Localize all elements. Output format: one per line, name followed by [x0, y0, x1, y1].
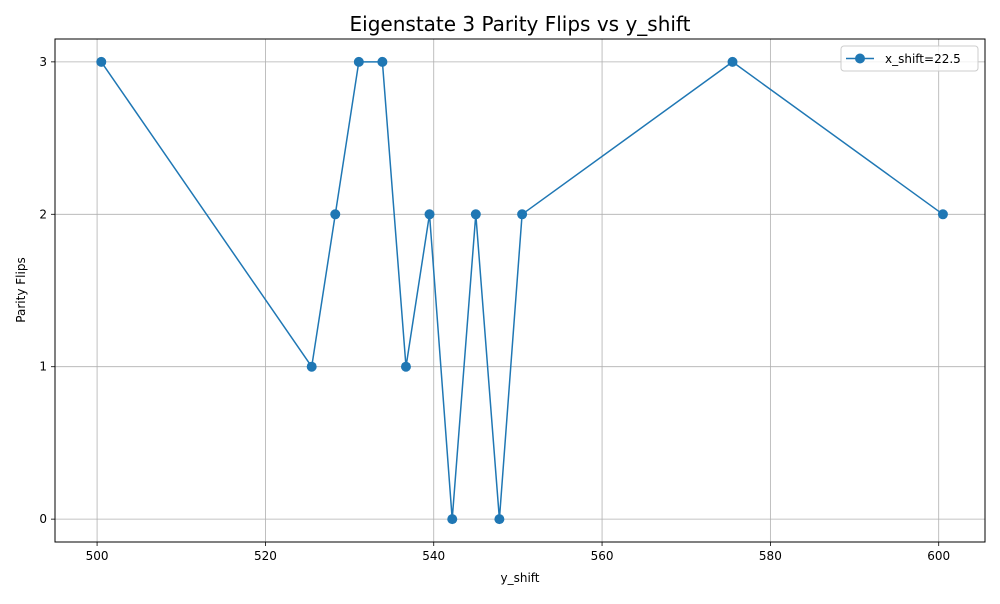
- y-axis: 0 1 2 3: [39, 55, 55, 526]
- y-axis-label: Parity Flips: [14, 257, 28, 322]
- y-tick-label: 0: [39, 512, 47, 526]
- legend-box: [840, 45, 979, 72]
- data-point: [96, 56, 107, 67]
- legend: x_shift=22.5: [840, 45, 979, 72]
- data-point: [517, 209, 528, 220]
- data-point: [447, 514, 458, 525]
- data-point: [400, 361, 411, 372]
- data-point: [424, 209, 435, 220]
- y-tick-label: 2: [39, 207, 47, 221]
- x-tick-label: 600: [927, 549, 950, 563]
- data-point: [470, 209, 481, 220]
- data-point: [353, 56, 364, 67]
- x-axis: 500 520 540 560 580 600: [86, 542, 950, 563]
- data-point: [727, 56, 738, 67]
- legend-label: x_shift=22.5: [885, 52, 961, 66]
- x-tick-label: 540: [422, 549, 445, 563]
- x-tick-label: 500: [86, 549, 109, 563]
- legend-marker-swatch: [855, 53, 865, 64]
- data-point: [937, 209, 948, 220]
- x-tick-label: 560: [591, 549, 614, 563]
- grid: [55, 39, 985, 542]
- y-tick-label: 3: [39, 55, 47, 69]
- x-axis-label: y_shift: [500, 571, 539, 585]
- data-point: [306, 361, 317, 372]
- data-point: [494, 514, 505, 525]
- data-point: [377, 56, 388, 67]
- plot-area-frame: [54, 38, 986, 543]
- x-tick-label: 580: [759, 549, 782, 563]
- series-layer: [96, 56, 948, 525]
- chart-title: Eigenstate 3 Parity Flips vs y_shift: [350, 12, 691, 36]
- x-tick-label: 520: [254, 549, 277, 563]
- y-tick-label: 1: [39, 360, 47, 374]
- data-point: [330, 209, 341, 220]
